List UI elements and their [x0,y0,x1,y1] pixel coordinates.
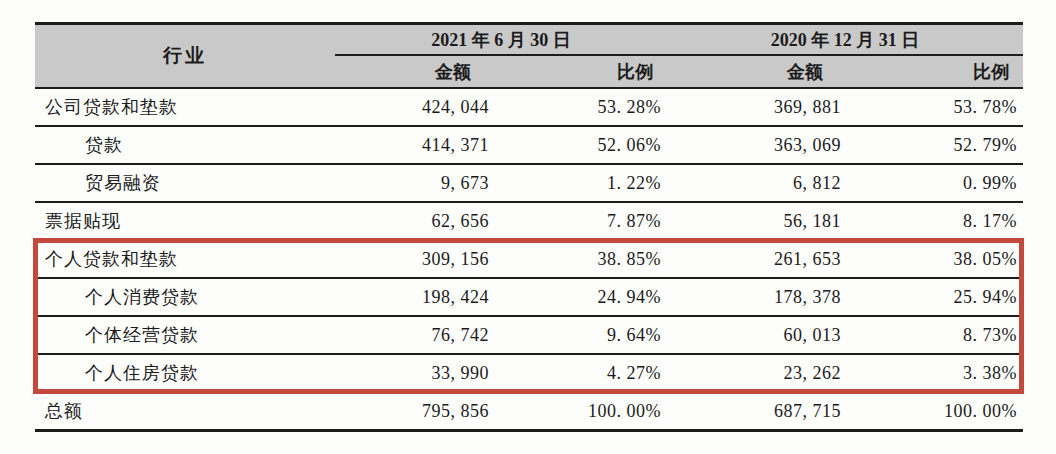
ratio-2020: 52. 79% [847,135,1023,156]
amount-2021: 9, 673 [335,173,495,194]
ratio-header-2020: 比例 [847,56,1023,87]
date-group-2021: 2021 年 6 月 30 日 [335,25,667,56]
amount-2020: 60, 013 [667,325,847,346]
amount-2021: 424, 044 [335,97,495,118]
industry-column-header: 行业 [35,25,335,87]
table-row: 票据贴现 62, 656 7. 87% 56, 181 8. 17% [35,203,1023,241]
ratio-2021: 24. 94% [495,287,667,308]
table-row-highlighted: 个体经营贷款 76, 742 9. 64% 60, 013 8. 73% [35,317,1023,355]
amount-2021: 795, 856 [335,401,495,422]
amount-2020: 23, 262 [667,363,847,384]
row-label: 贸易融资 [35,171,335,195]
table-row-total: 总额 795, 856 100. 00% 687, 715 100. 00% [35,393,1023,429]
amount-2021: 198, 424 [335,287,495,308]
amount-2020: 369, 881 [667,97,847,118]
row-label: 公司贷款和垫款 [35,95,335,119]
row-label: 个人贷款和垫款 [35,247,335,271]
date-group-2020: 2020 年 12 月 31 日 [667,25,1023,56]
row-label: 个人住房贷款 [35,361,335,385]
loan-breakdown-table: 行业 2021 年 6 月 30 日 2020 年 12 月 31 日 金额 比… [35,22,1023,432]
ratio-2020: 8. 73% [847,325,1023,346]
row-label: 个体经营贷款 [35,323,335,347]
amount-2020: 687, 715 [667,401,847,422]
table-row-highlighted: 个人住房贷款 33, 990 4. 27% 23, 262 3. 38% [35,355,1023,393]
ratio-2020: 38. 05% [847,249,1023,270]
amount-2020: 261, 653 [667,249,847,270]
ratio-2021: 7. 87% [495,211,667,232]
date-group-row: 2021 年 6 月 30 日 2020 年 12 月 31 日 [335,25,1023,56]
amount-2021: 62, 656 [335,211,495,232]
table-row: 公司贷款和垫款 424, 044 53. 28% 369, 881 53. 78… [35,89,1023,127]
ratio-2021: 100. 00% [495,401,667,422]
ratio-2021: 52. 06% [495,135,667,156]
ratio-2021: 9. 64% [495,325,667,346]
amount-2021: 33, 990 [335,363,495,384]
amount-2020: 6, 812 [667,173,847,194]
ratio-2021: 38. 85% [495,249,667,270]
row-label: 个人消费贷款 [35,285,335,309]
ratio-2020: 25. 94% [847,287,1023,308]
table-header: 行业 2021 年 6 月 30 日 2020 年 12 月 31 日 金额 比… [35,25,1023,89]
ratio-2020: 100. 00% [847,401,1023,422]
ratio-2020: 53. 78% [847,97,1023,118]
amount-2021: 414, 371 [335,135,495,156]
ratio-2020: 0. 99% [847,173,1023,194]
amount-header-2020: 金额 [667,56,847,87]
table-row-highlighted: 个人消费贷款 198, 424 24. 94% 178, 378 25. 94% [35,279,1023,317]
ratio-header-2021: 比例 [495,56,667,87]
table-row-highlighted: 个人贷款和垫款 309, 156 38. 85% 261, 653 38. 05… [35,241,1023,279]
table-row: 贸易融资 9, 673 1. 22% 6, 812 0. 99% [35,165,1023,203]
ratio-2020: 3. 38% [847,363,1023,384]
ratio-2020: 8. 17% [847,211,1023,232]
header-right-section: 2021 年 6 月 30 日 2020 年 12 月 31 日 金额 比例 金… [335,25,1023,87]
ratio-2021: 4. 27% [495,363,667,384]
amount-2020: 178, 378 [667,287,847,308]
amount-2020: 363, 069 [667,135,847,156]
table-row: 贷款 414, 371 52. 06% 363, 069 52. 79% [35,127,1023,165]
amount-2021: 309, 156 [335,249,495,270]
row-label: 总额 [35,399,335,423]
ratio-2021: 1. 22% [495,173,667,194]
row-label: 票据贴现 [35,209,335,233]
sub-header-row: 金额 比例 金额 比例 [335,56,1023,87]
amount-header-2021: 金额 [335,56,495,87]
ratio-2021: 53. 28% [495,97,667,118]
amount-2020: 56, 181 [667,211,847,232]
amount-2021: 76, 742 [335,325,495,346]
row-label: 贷款 [35,133,335,157]
